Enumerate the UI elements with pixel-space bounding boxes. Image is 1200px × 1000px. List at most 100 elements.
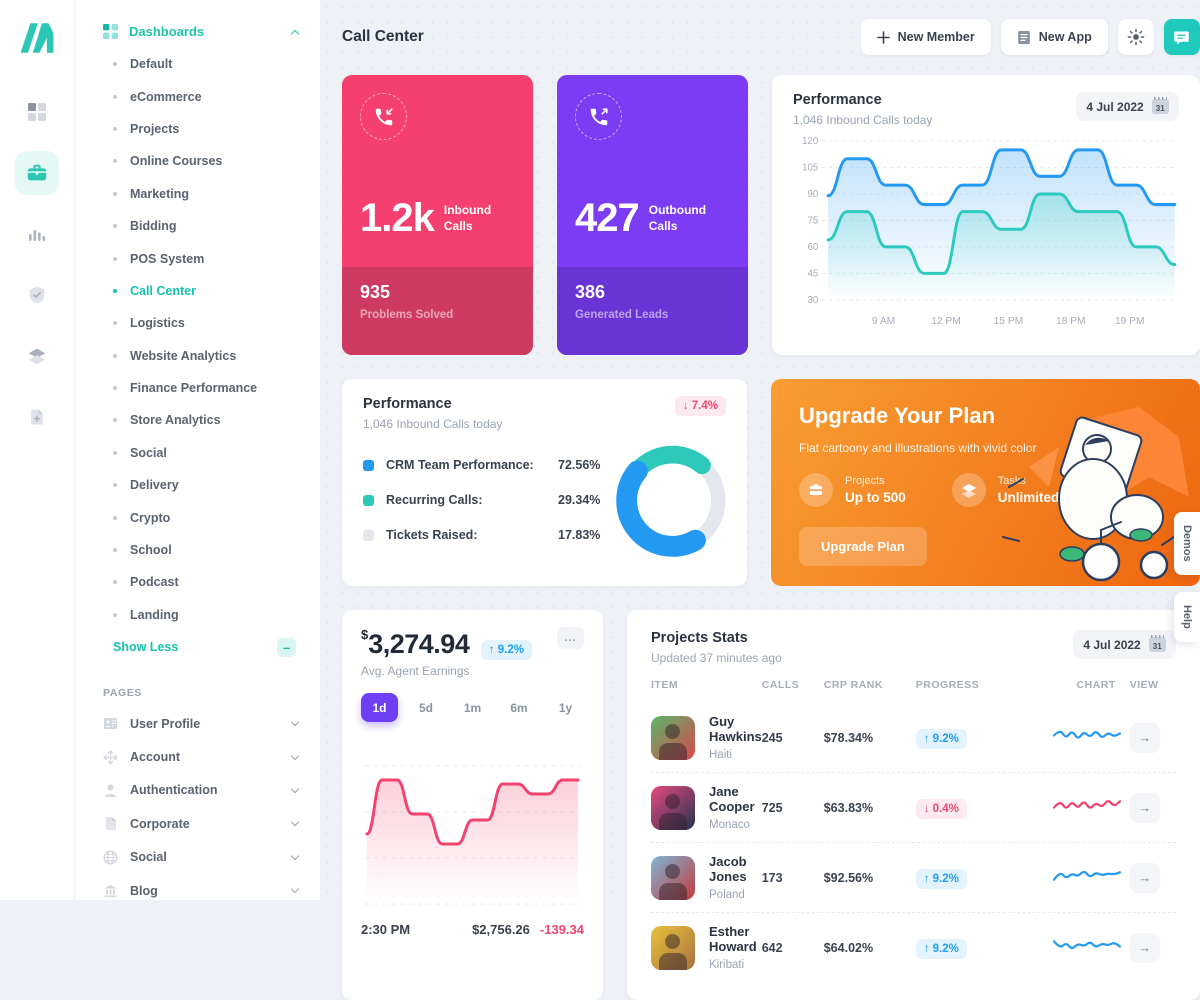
donut-subtitle: 1,046 Inbound Calls today: [363, 417, 503, 431]
page-item-account[interactable]: Account: [103, 741, 300, 773]
sidebar-item-store-analytics[interactable]: Store Analytics: [103, 404, 298, 436]
agent-earnings-card: $3,274.94 ↑ 9.2% ... Avg. Agent Earnings…: [342, 610, 603, 1000]
footer-change: -139.34: [539, 922, 584, 937]
svg-text:30: 30: [808, 295, 819, 306]
sidebar-item-default[interactable]: Default: [103, 48, 298, 80]
col-item: ITEM: [651, 679, 679, 691]
svg-text:120: 120: [802, 136, 819, 147]
bullet-icon: [113, 386, 117, 391]
rail-layers-icon[interactable]: [15, 334, 59, 378]
page-item-user-profile[interactable]: User Profile: [103, 707, 300, 739]
page-item-blog[interactable]: Blog: [103, 874, 300, 900]
sidebar-item-landing[interactable]: Landing: [103, 599, 298, 631]
chevron-down-icon: [290, 884, 300, 894]
sidebar-item-label: Projects: [130, 121, 180, 136]
tab-1d[interactable]: 1d: [361, 693, 398, 722]
page-item-authentication[interactable]: Authentication: [103, 774, 300, 806]
bullet-icon: [113, 418, 117, 423]
progress-badge: ↓ 0.4%: [915, 798, 967, 819]
sidebar-item-label: Default: [130, 57, 173, 72]
sidebar-item-finance-performance[interactable]: Finance Performance: [103, 372, 298, 404]
arrows-icon: [103, 749, 118, 765]
view-row-button[interactable]: →: [1129, 792, 1160, 823]
table-row: Guy Hawkins Haiti 245 $78.34% ↑ 9.2% →: [651, 703, 1176, 772]
bullet-icon: [113, 62, 117, 67]
app-logo[interactable]: [14, 16, 60, 60]
col-calls: CALLS: [761, 679, 800, 691]
sidebar-item-social[interactable]: Social: [103, 437, 298, 469]
outbound-label: Outbound Calls: [648, 202, 707, 233]
progress-badge: ↑ 9.2%: [915, 728, 967, 749]
rail-file-plus-icon[interactable]: [15, 395, 59, 439]
view-row-button[interactable]: →: [1129, 932, 1160, 963]
donut-title: Performance: [363, 396, 452, 412]
svg-text:15 PM: 15 PM: [994, 316, 1024, 327]
table-row: Jacob Jones Poland 173 $92.56% ↑ 9.2% →: [651, 842, 1176, 912]
sidebar-item-marketing[interactable]: Marketing: [103, 178, 298, 210]
sidebar-item-label: Social: [130, 445, 167, 460]
col-view: VIEW: [1129, 679, 1159, 691]
upgrade-plan-button[interactable]: Upgrade Plan: [799, 527, 927, 566]
person-icon: [104, 784, 117, 797]
sidebar-item-podcast[interactable]: Podcast: [103, 566, 298, 598]
sidebar-item-ecommerce[interactable]: eCommerce: [103, 80, 298, 112]
generated-leads-label: Generated Leads: [575, 309, 669, 321]
show-less-button[interactable]: Show Less –: [103, 631, 298, 663]
sidebar-item-online-courses[interactable]: Online Courses: [103, 145, 298, 177]
svg-text:18 PM: 18 PM: [1056, 316, 1086, 327]
rail-bar-chart-icon[interactable]: [15, 212, 59, 256]
globe-icon: [103, 850, 118, 865]
avatar: [651, 785, 695, 830]
projects-title: Projects Stats: [651, 630, 748, 646]
projects-stats-card: Projects Stats Updated 37 minutes ago 4 …: [627, 610, 1200, 1000]
date-picker[interactable]: 4 Jul 2022 31: [1076, 92, 1179, 121]
performance-line-chart: 30 45 60 75 90 105 120 9 AM 12 PM 15 PM 18 PM 19 PM: [802, 136, 1177, 327]
chevron-down-icon: [290, 818, 300, 827]
new-member-button[interactable]: New Member: [860, 19, 991, 55]
sidebar-item-school[interactable]: School: [103, 534, 298, 566]
sidebar-item-pos-system[interactable]: POS System: [103, 242, 298, 274]
upgrade-illustration: [1001, 407, 1189, 582]
upgrade-subtitle: Flat cartoony and illustrations with viv…: [799, 441, 1037, 455]
layers-icon: [951, 473, 986, 507]
page-item-social[interactable]: Social: [103, 841, 300, 873]
sidebar-item-website-analytics[interactable]: Website Analytics: [103, 340, 298, 372]
view-row-button[interactable]: →: [1129, 862, 1160, 893]
performance-change-badge: ↓ 7.4%: [674, 396, 726, 416]
currency-symbol: $: [361, 627, 369, 642]
more-options-button[interactable]: ...: [557, 627, 584, 649]
sidebar-item-call-center[interactable]: Call Center: [103, 275, 298, 307]
rail-shield-check-icon[interactable]: [15, 273, 59, 317]
sidebar-item-projects[interactable]: Projects: [103, 113, 298, 145]
date-picker[interactable]: 4 Jul 2022 31: [1073, 630, 1176, 659]
rail-grid-icon[interactable]: [15, 90, 59, 134]
sidebar-group-dashboards[interactable]: Dashboards: [103, 24, 300, 39]
tab-6m[interactable]: 6m: [501, 693, 538, 722]
view-row-button[interactable]: →: [1129, 722, 1160, 753]
demos-tab[interactable]: Demos: [1174, 512, 1200, 575]
help-tab[interactable]: Help: [1174, 592, 1200, 642]
svg-text:90: 90: [808, 189, 819, 200]
tab-1y[interactable]: 1y: [547, 693, 584, 722]
chat-button[interactable]: [1163, 19, 1200, 55]
sidebar-item-bidding[interactable]: Bidding: [103, 210, 298, 242]
inbound-calls-card: 1.2k Inbound Calls 935 Problems Solved: [342, 75, 533, 355]
sidebar-item-logistics[interactable]: Logistics: [103, 307, 298, 339]
sidebar-item-label: Crypto: [130, 510, 171, 525]
tab-5d[interactable]: 5d: [408, 693, 445, 722]
theme-toggle-button[interactable]: [1117, 19, 1154, 55]
tab-1m[interactable]: 1m: [454, 693, 491, 722]
rail-briefcase-icon[interactable]: [15, 151, 59, 195]
page-item-label: Corporate: [130, 816, 190, 831]
sidebar-item-delivery[interactable]: Delivery: [103, 469, 298, 501]
upgrade-title: Upgrade Your Plan: [799, 403, 996, 428]
donut-legend: CRM Team Performance: 72.56% Recurring Cal…: [363, 458, 600, 542]
sidebar-item-label: Call Center: [130, 283, 196, 298]
page-item-corporate[interactable]: Corporate: [103, 808, 300, 840]
problems-solved-label: Problems Solved: [360, 309, 454, 321]
new-app-button[interactable]: New App: [1000, 19, 1108, 55]
sidebar-item-label: School: [130, 543, 172, 558]
document-icon: [1017, 30, 1030, 44]
sidebar-item-crypto[interactable]: Crypto: [103, 501, 298, 533]
earnings-change-badge: ↑ 9.2%: [480, 640, 532, 660]
